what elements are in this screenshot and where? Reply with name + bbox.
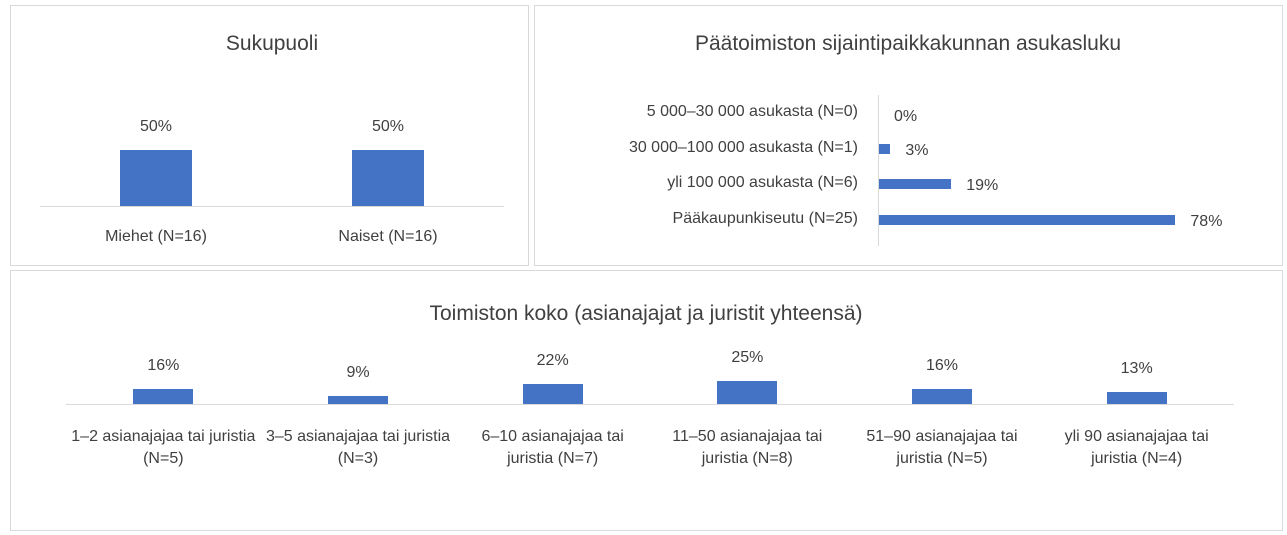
x-tick-label: 3–5 asianajajaa tai juristia (N=3) <box>265 428 451 467</box>
bar <box>879 215 1176 226</box>
axis-line <box>878 95 879 246</box>
y-tick-label: Pääkaupunkiseutu (N=25) <box>672 210 858 228</box>
panel <box>10 5 529 266</box>
data-label: 13% <box>1120 360 1153 378</box>
bar <box>879 179 952 190</box>
chart-title: Päätoimiston sijaintipaikkakunnan asukas… <box>694 32 1122 55</box>
data-label: 16% <box>147 357 180 375</box>
axis-line <box>66 404 1234 405</box>
x-tick-label: 6–10 asianajajaa tai juristia (N=7) <box>481 428 624 467</box>
bar <box>352 150 424 206</box>
bar <box>717 381 778 404</box>
axis-line <box>40 206 504 207</box>
bar <box>328 395 388 404</box>
data-label: 50% <box>371 118 405 135</box>
panel <box>10 270 1283 531</box>
y-tick-label: yli 100 000 asukasta (N=6) <box>667 174 858 192</box>
bar <box>120 150 192 206</box>
data-label: 22% <box>536 351 569 369</box>
data-label: 78% <box>1190 213 1223 231</box>
y-tick-label: 30 000–100 000 asukasta (N=1) <box>628 138 858 156</box>
data-label: 9% <box>346 363 370 381</box>
chart-title: Sukupuoli <box>225 32 319 55</box>
data-label: 50% <box>139 118 173 135</box>
x-tick-label: 11–50 asianajajaa tai juristia (N=8) <box>672 428 823 467</box>
data-label: 3% <box>905 141 929 159</box>
data-label: 0% <box>894 108 918 125</box>
bar <box>1106 392 1167 404</box>
bar <box>133 389 194 404</box>
data-label: 19% <box>966 177 999 195</box>
data-label: 25% <box>731 349 764 366</box>
y-tick-label: 5 000–30 000 asukasta (N=0) <box>646 103 858 120</box>
data-label: 16% <box>925 357 959 375</box>
bar <box>522 383 583 404</box>
bar <box>879 143 891 154</box>
x-tick-label: 1–2 asianajajaa tai juristia (N=5) <box>71 428 256 467</box>
x-tick-label: 51–90 asianajajaa tai juristia (N=5) <box>866 428 1018 467</box>
x-tick-label: Naiset (N=16) <box>338 228 438 245</box>
bar <box>912 389 972 404</box>
x-tick-label: yli 90 asianajajaa tai juristia (N=4) <box>1064 428 1209 467</box>
chart-title: Toimiston koko (asianajajat ja juristit … <box>429 302 863 325</box>
x-tick-label: Miehet (N=16) <box>105 228 207 245</box>
